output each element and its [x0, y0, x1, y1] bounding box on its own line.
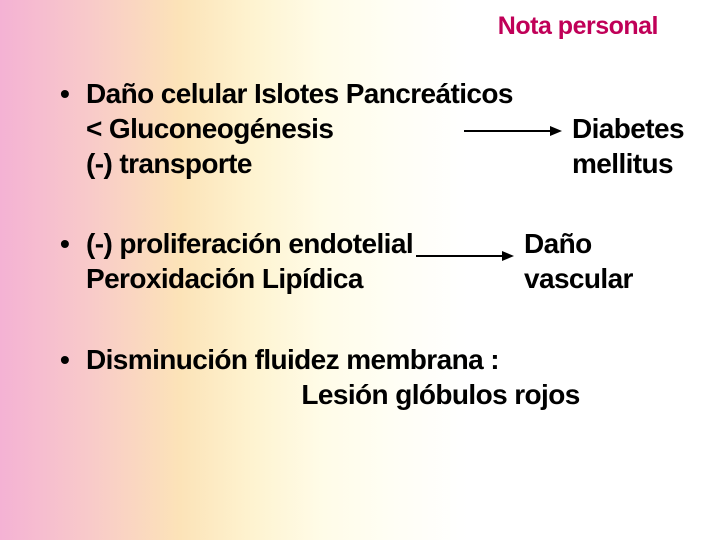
bullet-line: Disminución fluidez membrana : — [86, 342, 682, 377]
bullet-block: • Daño celular Islotes Pancreáticos < Gl… — [62, 76, 682, 188]
slide: Nota personal • Daño celular Islotes Pan… — [0, 0, 720, 540]
bullet-block: • (-) proliferación endotelial Peroxidac… — [62, 226, 682, 304]
bullet-marker: • — [60, 342, 69, 377]
arrow-icon — [62, 226, 682, 304]
content-area: • Daño celular Islotes Pancreáticos < Gl… — [62, 76, 682, 450]
bullet-block: • Disminución fluidez membrana : Lesión … — [62, 342, 682, 412]
slide-title: Nota personal — [498, 12, 658, 41]
bullet-left: Disminución fluidez membrana : Lesión gl… — [62, 342, 682, 412]
bullet-line: Lesión glóbulos rojos — [86, 377, 682, 412]
arrow-icon — [62, 76, 682, 188]
